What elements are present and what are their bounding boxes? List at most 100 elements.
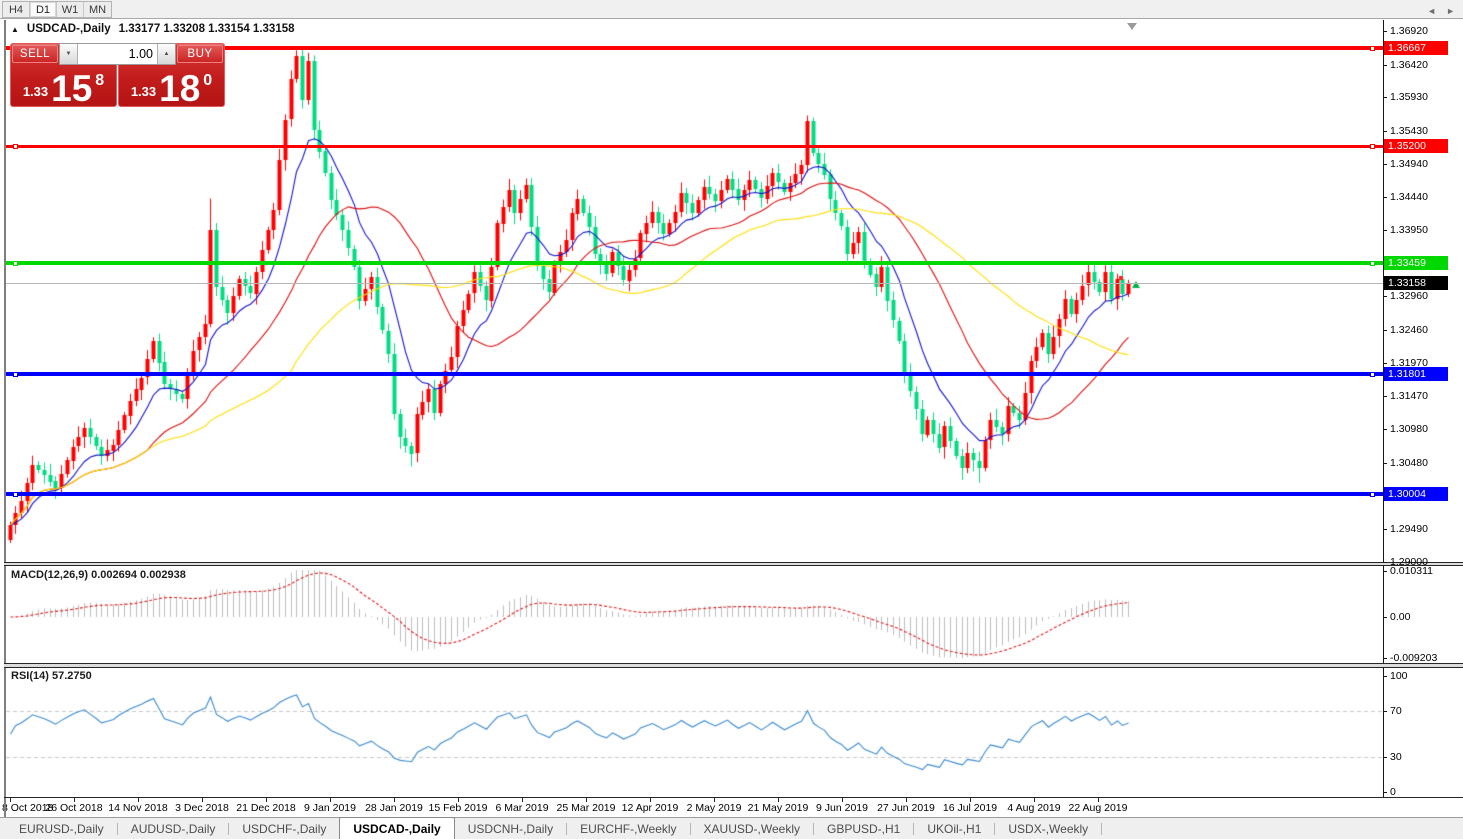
hline-level-1.31801[interactable] — [6, 371, 1383, 377]
hline-level-1.30004[interactable] — [6, 491, 1383, 497]
price-tick-label: 1.32960 — [1390, 290, 1428, 302]
date-tick-label: 22 Aug 2019 — [1068, 802, 1128, 814]
price-level-label-1.31801: 1.31801 — [1384, 367, 1448, 381]
macd-tick — [1383, 658, 1387, 659]
date-tick-label: 9 Jan 2019 — [304, 802, 356, 814]
macd-rsi-splitter[interactable] — [4, 664, 1463, 667]
date-axis[interactable]: 8 Oct 2018 26 Oct 2018 14 Nov 2018 3 Dec 20… — [0, 798, 1463, 817]
sell-price-big: 15 — [51, 68, 93, 109]
price-tick — [1383, 296, 1387, 297]
rsi-tick-label: 30 — [1390, 751, 1402, 763]
hline-handle[interactable] — [1370, 144, 1375, 149]
tab-usdcad-daily[interactable]: USDCAD-,Daily — [339, 817, 455, 839]
hline-handle[interactable] — [13, 260, 18, 266]
tab-scroll-right-icon[interactable]: ► — [1446, 6, 1455, 16]
date-tick — [778, 798, 779, 802]
timeframe-button-H4[interactable]: H4 — [3, 2, 30, 17]
tab-eurusd-daily[interactable]: EURUSD-,Daily — [19, 821, 104, 836]
date-tick-label: 25 Mar 2019 — [556, 802, 616, 814]
hline-level-1.352[interactable] — [6, 144, 1383, 149]
rsi-tick — [1383, 757, 1387, 758]
date-tick-label: 9 Jun 2019 — [816, 802, 868, 814]
buy-button[interactable]: BUY — [177, 45, 223, 63]
date-tick — [650, 798, 651, 802]
price-level-label-1.35200: 1.35200 — [1384, 139, 1448, 153]
tab-xauusd-weekly[interactable]: XAUUSD-,Weekly — [703, 821, 800, 836]
tab-usdcnh-daily[interactable]: USDCNH-,Daily — [467, 821, 554, 836]
tab-ukoil-h1[interactable]: UKOil-,H1 — [927, 821, 982, 836]
hline-level-1.33459[interactable] — [6, 260, 1383, 266]
tab-gbpusd-h1[interactable]: GBPUSD-,H1 — [827, 821, 901, 836]
date-tick-label: 6 Mar 2019 — [495, 802, 549, 814]
timeframe-toolbar: H4 D1 W1 MN — [0, 0, 1463, 19]
date-tick-label: 12 Apr 2019 — [621, 802, 679, 814]
date-tick — [394, 798, 395, 802]
tab-scroll-left-icon[interactable]: ◄ — [1427, 6, 1437, 16]
timeframe-button-MN[interactable]: MN — [88, 3, 107, 16]
buy-price-prefix: 1.33 — [130, 84, 157, 99]
hline-handle[interactable] — [1370, 260, 1375, 266]
price-tick — [1383, 197, 1387, 198]
chart-shift-marker-icon[interactable] — [1127, 23, 1137, 30]
chart-ohlc-values: 1.33177 1.33208 1.33154 1.33158 — [118, 23, 295, 35]
buy-price: 1.33 18 0 — [119, 70, 224, 107]
macd-tick-label: -0.009203 — [1390, 652, 1438, 664]
rsi-tick-label: 100 — [1390, 670, 1408, 682]
tab-separator — [1101, 822, 1103, 835]
price-axis-line — [1383, 20, 1384, 797]
hline-handle[interactable] — [1370, 371, 1375, 377]
macd-top-border — [4, 565, 1463, 566]
price-tick-label: 1.30480 — [1390, 457, 1428, 469]
volume-stepper: ▼ ▲ — [59, 43, 176, 65]
volume-increase-icon[interactable]: ▲ — [157, 44, 175, 64]
date-tick — [74, 798, 75, 802]
date-tick-label: 26 Oct 2018 — [45, 802, 103, 814]
tab-audusd-daily[interactable]: AUDUSD-,Daily — [130, 821, 216, 836]
chart-macd-divider[interactable] — [4, 562, 1463, 563]
macd-rsi-divider[interactable] — [4, 663, 1463, 664]
date-tick — [330, 798, 331, 802]
price-tick — [1383, 529, 1387, 530]
date-tick-label: 2 May 2019 — [686, 802, 742, 814]
date-tick — [458, 798, 459, 802]
chart-macd-splitter[interactable] — [4, 563, 1463, 565]
tab-usdx-weekly[interactable]: USDX-,Weekly — [1008, 821, 1089, 836]
volume-decrease-icon[interactable]: ▼ — [60, 44, 78, 64]
date-tick-label: 16 Jul 2019 — [942, 802, 998, 814]
volume-input[interactable] — [78, 44, 157, 64]
sell-button[interactable]: SELL — [12, 45, 58, 63]
bid-price-line — [6, 283, 1383, 284]
date-tick-label: 14 Nov 2018 — [108, 802, 168, 814]
macd-label: MACD(12,26,9) 0.002694 0.002938 — [11, 569, 186, 581]
date-tick — [1098, 798, 1099, 802]
date-tick — [714, 798, 715, 802]
price-tick — [1383, 330, 1387, 331]
timeframe-button-D1[interactable]: D1 — [30, 2, 57, 17]
tab-eurchf-weekly[interactable]: EURCHF-,Weekly — [580, 821, 677, 836]
timeframe-button-W1[interactable]: W1 — [57, 2, 84, 17]
collapse-window-icon[interactable]: ▲ — [11, 24, 19, 34]
rsi-bottom-border — [4, 797, 1463, 798]
timeframe-button-group: H4 D1 W1 MN — [2, 1, 112, 18]
tab-separator — [994, 822, 996, 835]
rsi-tick-label: 70 — [1390, 705, 1402, 717]
date-tick — [266, 798, 267, 802]
hline-handle[interactable] — [1370, 491, 1375, 497]
price-tick-label: 1.29000 — [1390, 556, 1428, 568]
price-tick — [1383, 396, 1387, 397]
hline-handle[interactable] — [1370, 45, 1375, 51]
price-tick — [1383, 363, 1387, 364]
tab-usdchf-daily[interactable]: USDCHF-,Daily — [242, 821, 327, 836]
date-tick — [586, 798, 587, 802]
date-tick-label: 28 Jan 2019 — [365, 802, 423, 814]
sell-price: 1.33 15 8 — [11, 68, 116, 109]
price-tick-label: 1.31970 — [1390, 357, 1428, 369]
price-tick — [1383, 164, 1387, 165]
price-tick — [1383, 97, 1387, 98]
hline-handle[interactable] — [13, 491, 18, 497]
hline-handle[interactable] — [13, 371, 18, 377]
price-level-label-1.36667: 1.36667 — [1384, 41, 1448, 55]
hline-handle[interactable] — [13, 144, 18, 149]
